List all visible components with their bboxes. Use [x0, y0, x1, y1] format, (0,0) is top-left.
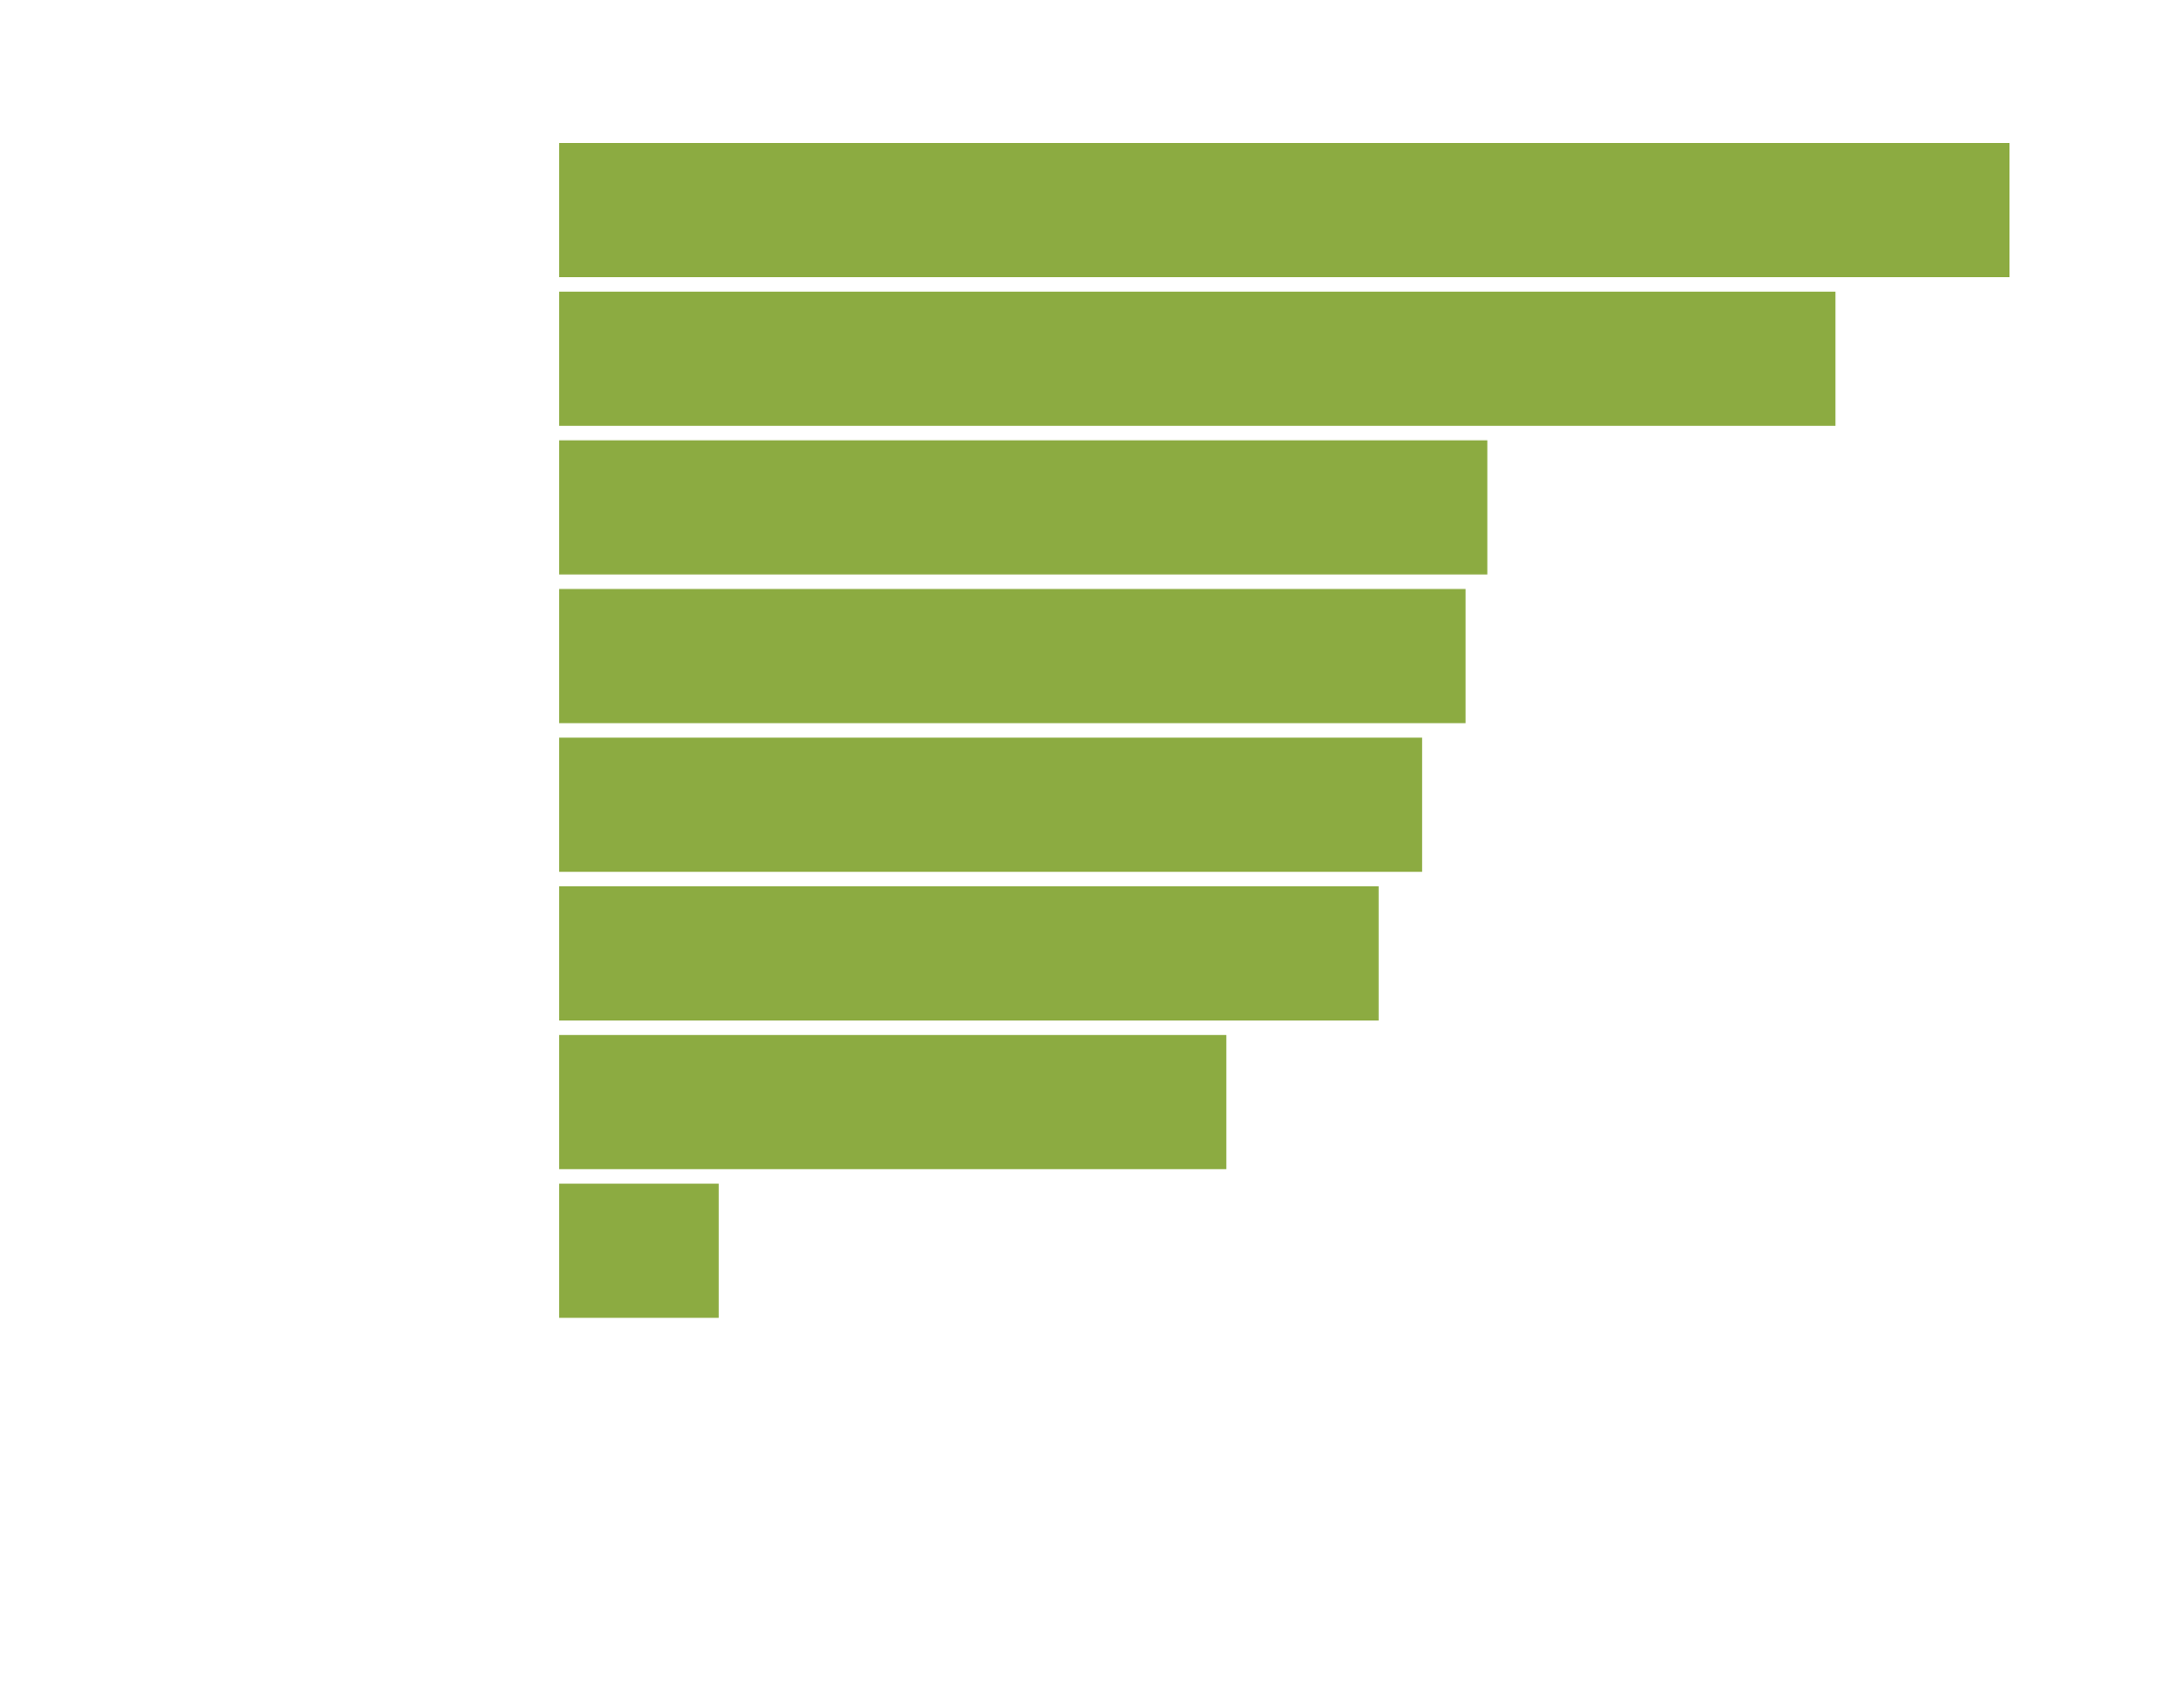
bar-5: [559, 737, 1423, 873]
bars-group: [559, 143, 2009, 1318]
bar-6: [559, 886, 1379, 1020]
bar-8: [559, 1183, 719, 1318]
bar-1: [559, 143, 2009, 277]
bar-4: [559, 589, 1466, 724]
bar-7: [559, 1034, 1227, 1169]
bar-3: [559, 440, 1488, 575]
bar-2: [559, 291, 1836, 426]
